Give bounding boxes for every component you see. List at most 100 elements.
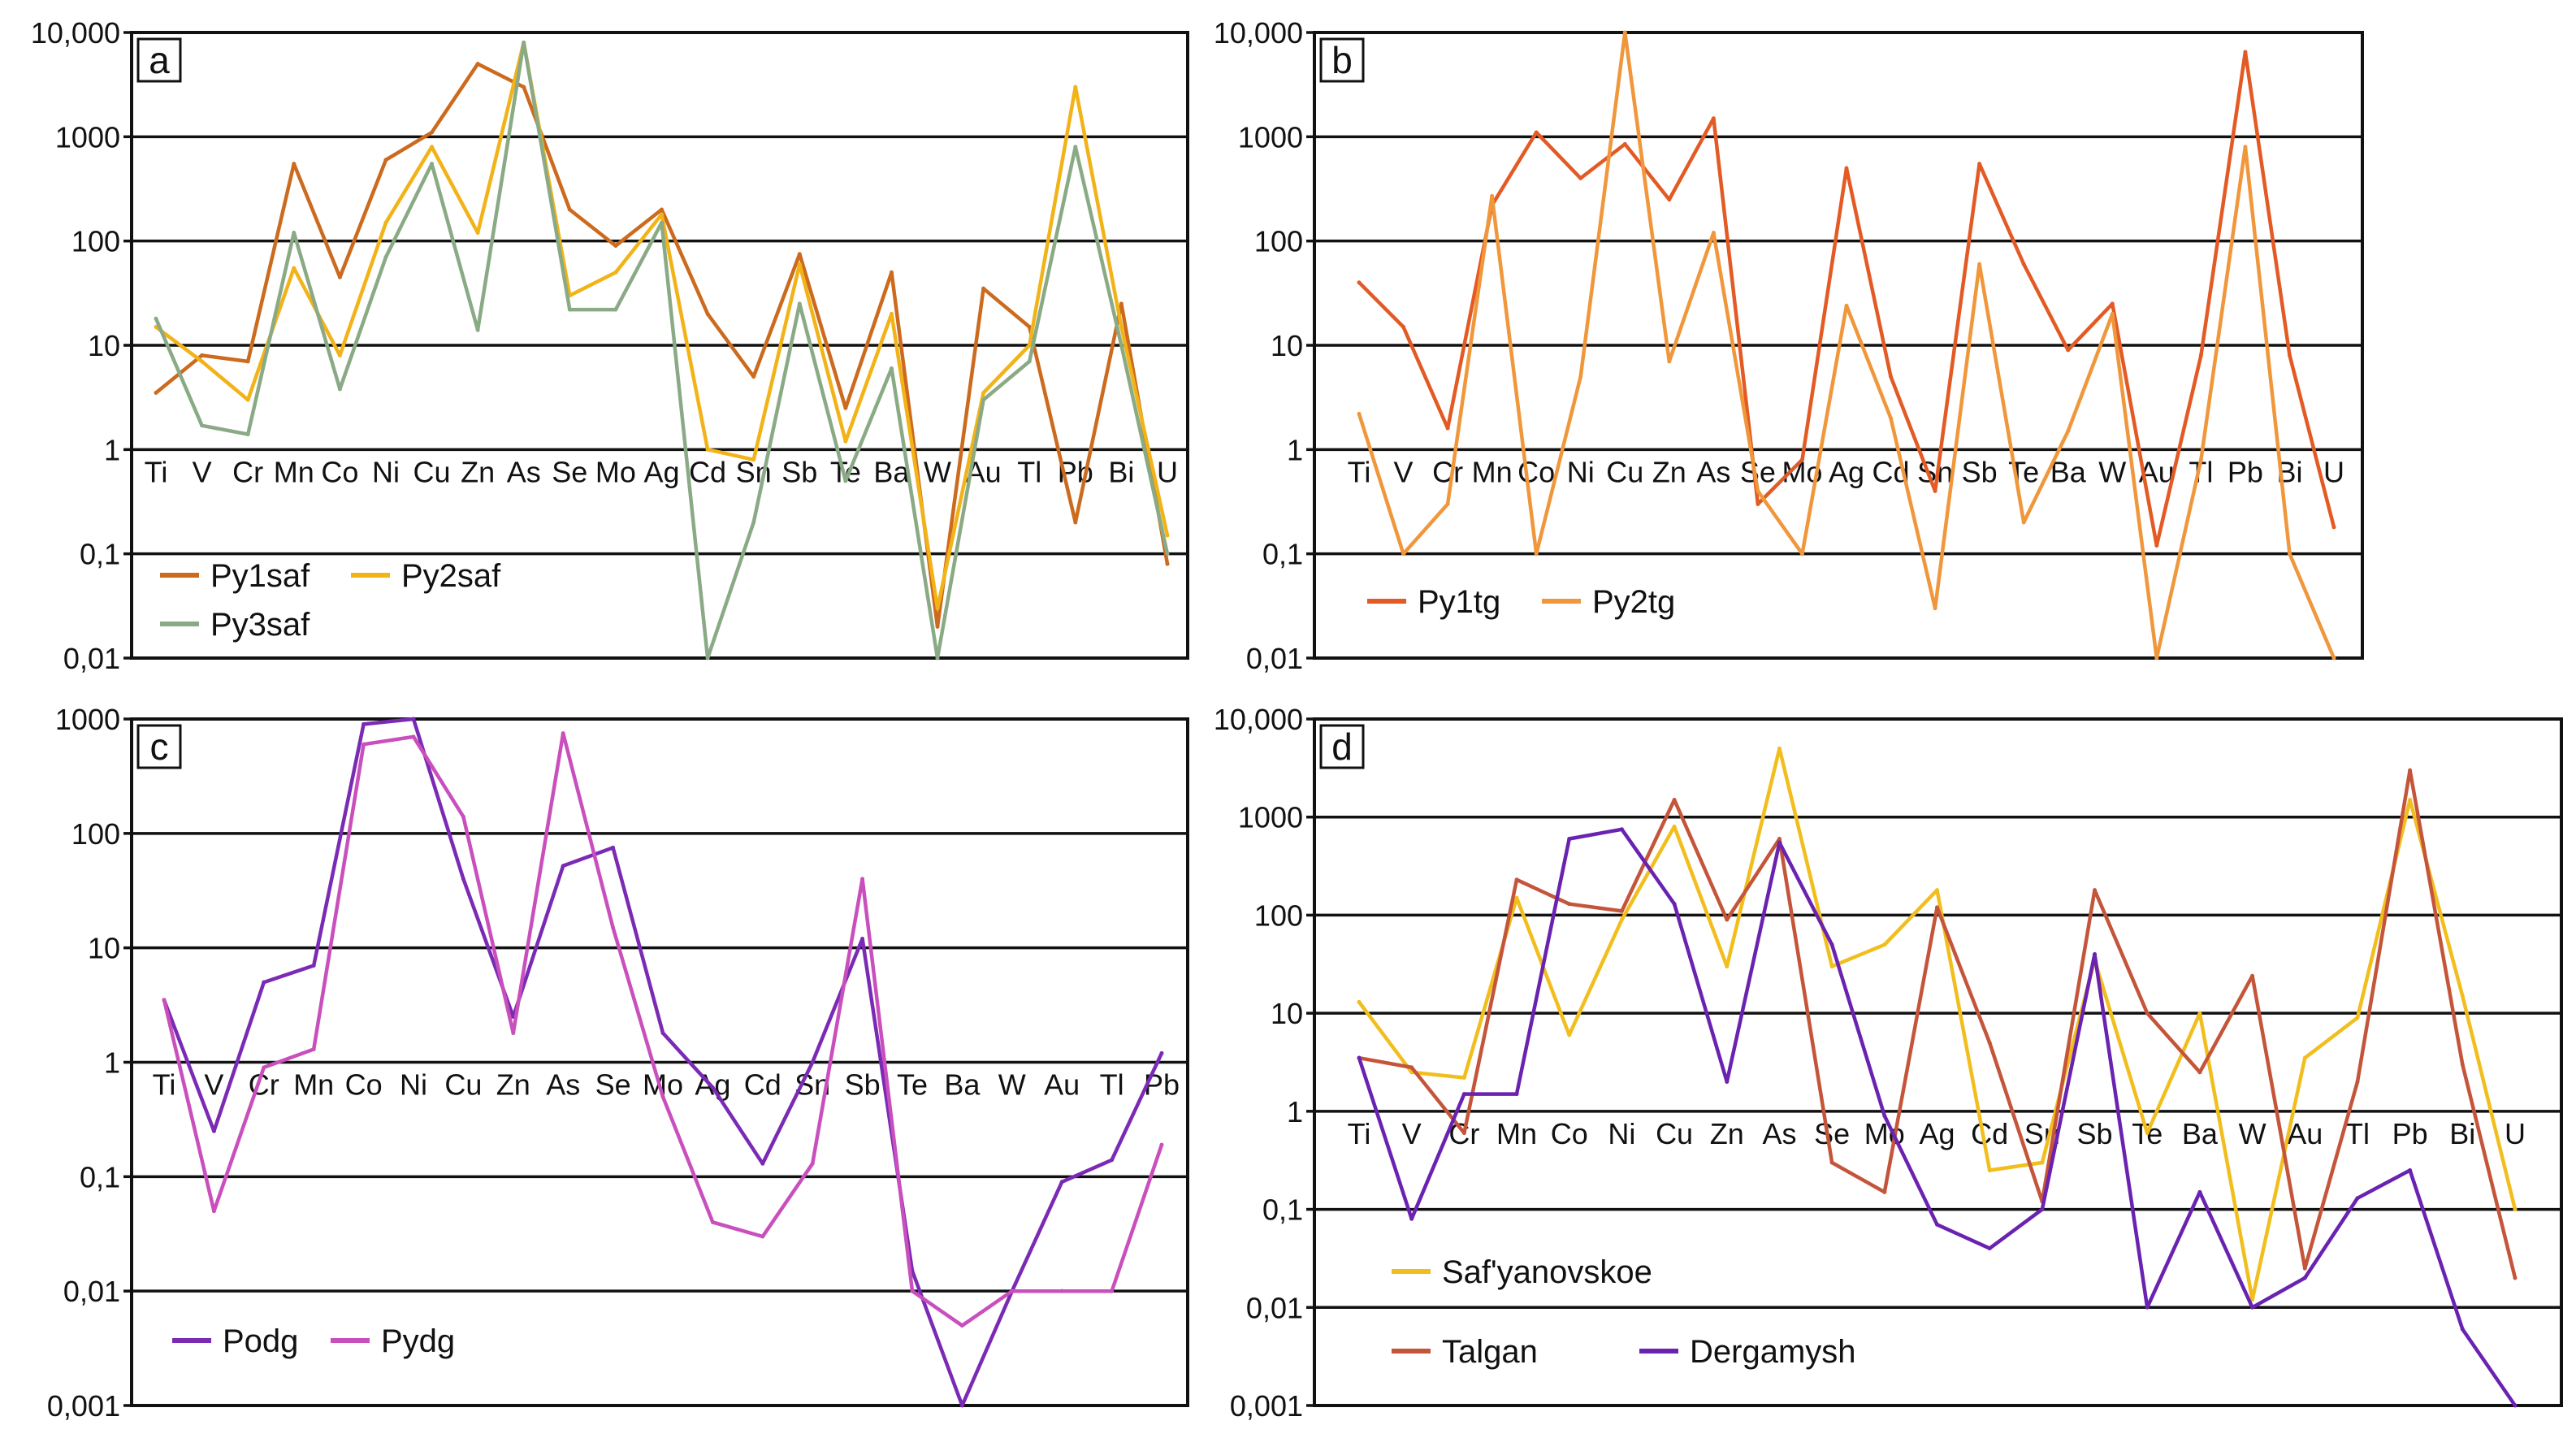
category-label: V xyxy=(204,1068,223,1102)
y-tick-label: 0,01 xyxy=(1246,642,1303,675)
data-point xyxy=(1110,1289,1115,1293)
data-point xyxy=(2460,1062,2465,1067)
data-point xyxy=(1514,1092,1519,1097)
data-point xyxy=(1829,942,1834,947)
data-point xyxy=(2408,797,2413,802)
data-point xyxy=(262,980,266,985)
category-label: Cr xyxy=(232,455,263,488)
data-point xyxy=(1409,1065,1414,1070)
data-point xyxy=(1165,533,1170,538)
data-point xyxy=(211,1209,216,1214)
data-point xyxy=(1725,917,1730,922)
y-tick-label: 10 xyxy=(88,329,120,362)
data-point xyxy=(760,1234,765,1239)
data-point xyxy=(1882,942,1887,947)
category-label: Mn xyxy=(293,1068,334,1102)
category-label: Ti xyxy=(1348,1117,1371,1150)
data-point xyxy=(1756,488,1760,493)
data-point xyxy=(1578,175,1583,180)
category-label: As xyxy=(1696,455,1730,488)
data-point xyxy=(1027,343,1032,348)
data-point xyxy=(2302,1276,2307,1280)
data-point xyxy=(430,145,435,149)
panel-label-box xyxy=(136,37,182,83)
y-tick-label: 100 xyxy=(1254,899,1303,932)
data-point xyxy=(797,252,802,257)
category-label: W xyxy=(2239,1117,2266,1150)
data-point xyxy=(660,1031,665,1036)
category-label: Cd xyxy=(689,455,726,488)
data-point xyxy=(2145,1011,2150,1016)
data-point xyxy=(1119,343,1123,348)
legend-label: Py3saf xyxy=(210,607,310,643)
data-point xyxy=(1073,520,1078,525)
panel-label: b xyxy=(1331,39,1353,81)
category-label: Cr xyxy=(1432,455,1463,488)
data-point xyxy=(162,998,167,1003)
data-point xyxy=(1829,964,1834,969)
data-point xyxy=(561,731,565,736)
data-point xyxy=(2040,1207,2045,1212)
category-label: Cd xyxy=(1971,1117,2008,1150)
data-point xyxy=(337,387,342,392)
y-tick-label: 100 xyxy=(1254,225,1303,258)
data-point xyxy=(475,327,480,332)
y-tick-label: 1 xyxy=(1287,433,1303,466)
data-point xyxy=(1977,162,1982,167)
category-label: Co xyxy=(345,1068,383,1102)
panel-label-box xyxy=(1319,37,1365,83)
category-label: Ti xyxy=(153,1068,176,1102)
data-point xyxy=(1711,116,1716,121)
panel-label: c xyxy=(150,725,169,768)
category-label: Au xyxy=(1044,1068,1080,1102)
data-point xyxy=(910,1289,915,1293)
data-point xyxy=(1672,824,1677,829)
data-point xyxy=(1461,1092,1466,1097)
data-point xyxy=(245,397,250,402)
data-point xyxy=(1119,324,1123,329)
data-point xyxy=(1059,1289,1064,1293)
data-point xyxy=(522,84,526,89)
y-tick-label: 1 xyxy=(1287,1095,1303,1128)
category-label: Pb xyxy=(1144,1068,1180,1102)
category-label: W xyxy=(924,455,951,488)
data-point xyxy=(567,307,572,312)
y-tick-label: 1000 xyxy=(1238,801,1303,834)
data-point xyxy=(1844,166,1849,171)
data-point xyxy=(475,62,480,67)
category-label: Au xyxy=(2287,1117,2323,1150)
y-tick-label: 100 xyxy=(71,817,120,851)
category-label: Zn xyxy=(496,1068,530,1102)
y-tick-label: 0,01 xyxy=(63,1275,120,1308)
data-point xyxy=(461,877,465,881)
category-label: Te xyxy=(830,455,861,488)
data-point xyxy=(860,937,865,942)
data-point xyxy=(1756,501,1760,506)
data-point xyxy=(1619,827,1624,832)
data-point xyxy=(2513,1403,2518,1408)
data-point xyxy=(1935,1222,1939,1227)
data-point xyxy=(2198,353,2203,357)
panel-label: d xyxy=(1331,725,1353,768)
data-point xyxy=(810,1161,815,1166)
data-point xyxy=(2287,552,2292,557)
data-point xyxy=(1357,999,1362,1004)
legend-label: Podg xyxy=(223,1323,298,1359)
category-label: Sb xyxy=(845,1068,881,1102)
data-point xyxy=(1622,141,1627,146)
data-point xyxy=(383,220,388,225)
category-label: Sb xyxy=(2077,1117,2113,1150)
data-point xyxy=(1027,359,1032,364)
data-point xyxy=(660,207,664,212)
data-point xyxy=(2408,1168,2413,1173)
data-point xyxy=(1357,1055,1362,1060)
y-tick-label: 0,1 xyxy=(1262,1193,1303,1227)
data-point xyxy=(1672,902,1677,907)
y-tick-label: 0,01 xyxy=(1246,1291,1303,1324)
data-point xyxy=(1401,552,1406,557)
data-point xyxy=(1619,908,1624,913)
data-point xyxy=(1672,797,1677,802)
data-point xyxy=(1165,561,1170,566)
category-label: Ba xyxy=(944,1068,981,1102)
